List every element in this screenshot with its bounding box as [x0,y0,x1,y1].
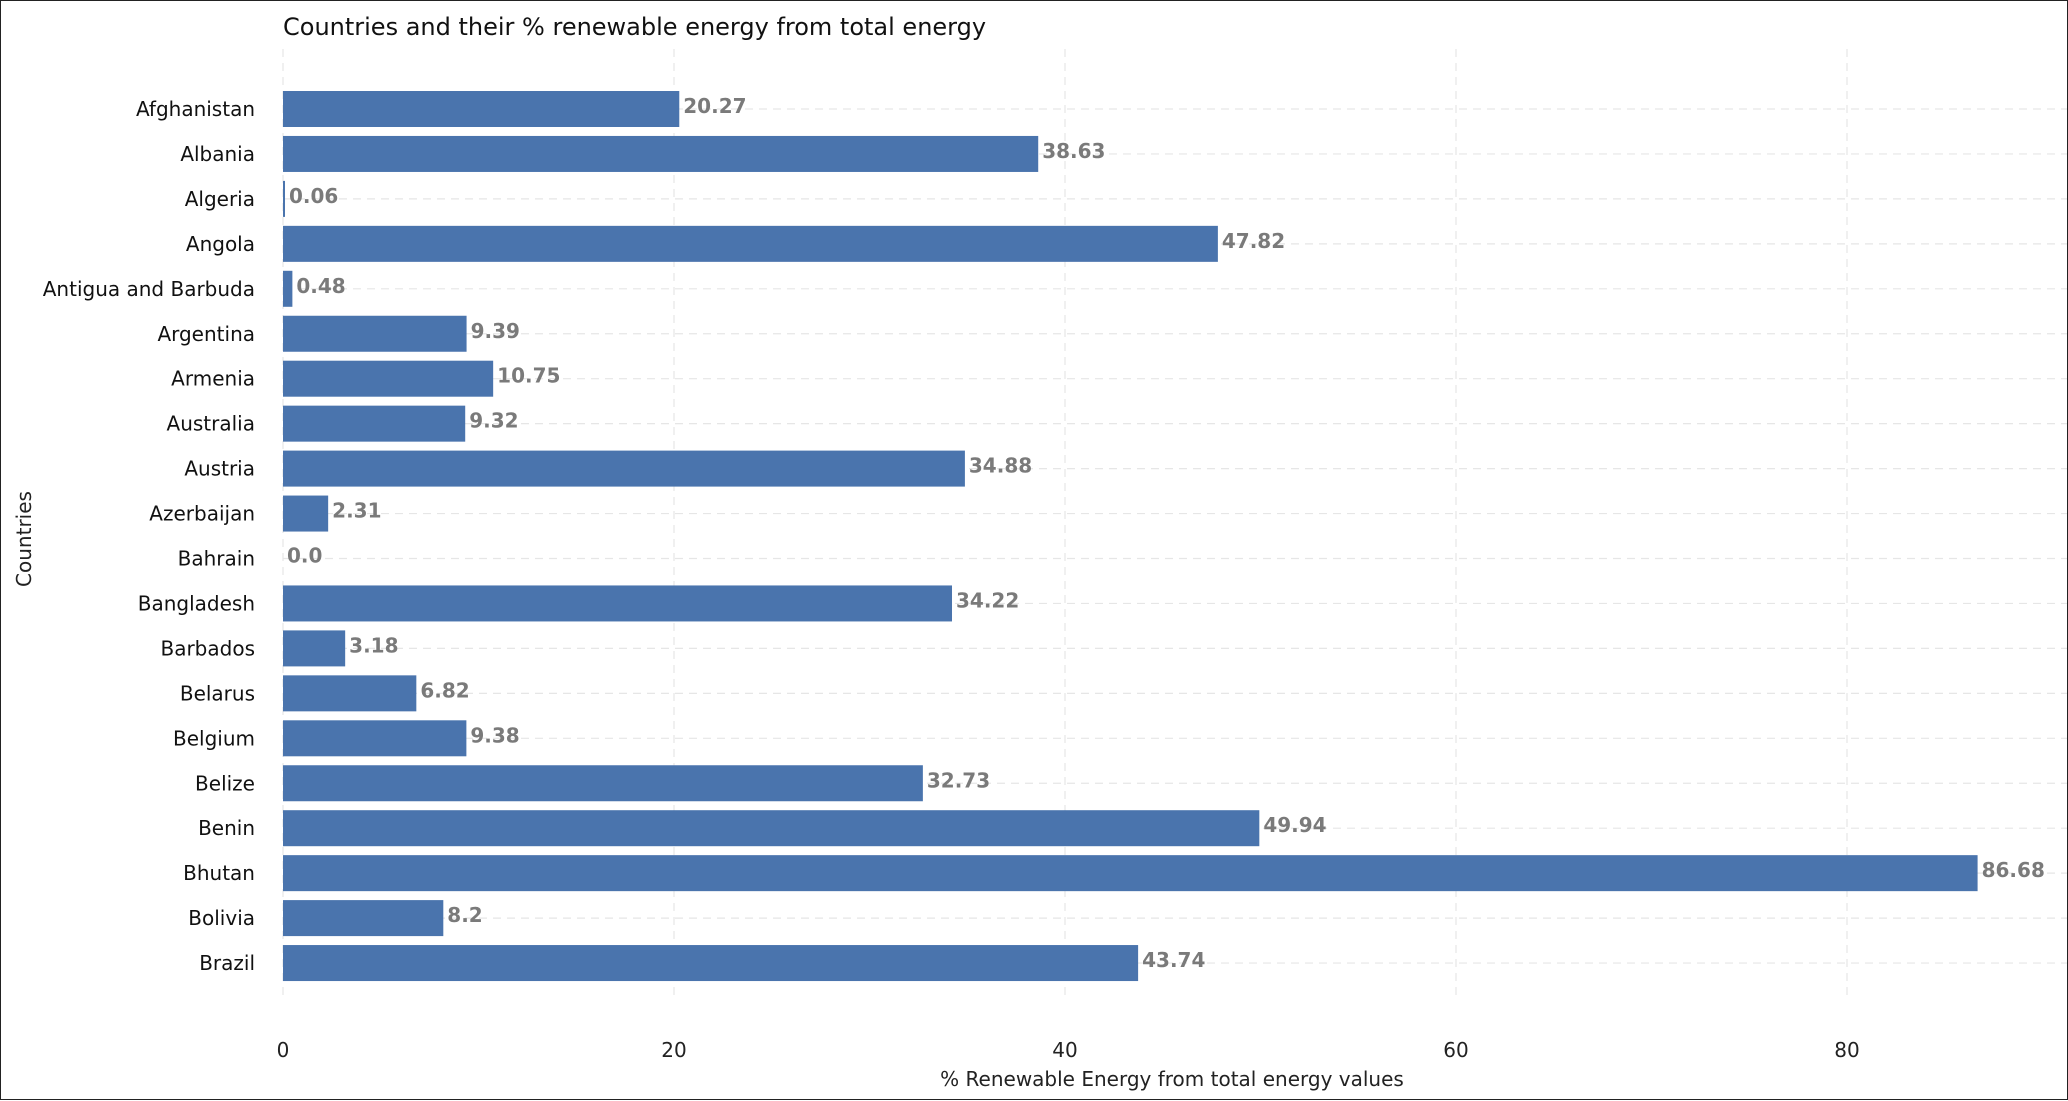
value-label: 43.74 [1142,948,1205,972]
value-labels: 20.27 38.63 0.06 47.82 0.48 9.39 10.75 9.32 34.8… [287,94,2045,972]
category-label: Benin [198,816,255,840]
bar [283,945,1139,982]
bar [283,810,1260,847]
value-label: 3.18 [349,633,398,657]
x-tick-label: 20 [661,1038,686,1062]
value-label: 2.31 [332,499,381,523]
category-label: Albania [180,142,255,166]
bar [283,315,467,352]
category-label: Australia [167,412,255,436]
bar [283,765,923,802]
category-label: Brazil [199,951,255,975]
bar [283,360,494,397]
bar [283,270,293,307]
category-label: Bangladesh [138,591,255,615]
category-label: Argentina [157,322,255,346]
category-label: Bhutan [183,861,255,885]
bars [283,91,1978,982]
x-tick-labels: 0 20 40 60 80 [277,1038,1860,1062]
value-label: 9.39 [471,319,520,343]
x-tick-label: 80 [1834,1038,1859,1062]
value-label: 49.94 [1263,813,1326,837]
x-tick-label: 0 [277,1038,290,1062]
category-label: Belarus [180,681,255,705]
category-label: Armenia [171,367,255,391]
value-label: 32.73 [927,768,990,792]
category-label: Antigua and Barbuda [43,277,255,301]
value-label: 86.68 [1982,858,2045,882]
category-label: Azerbaijan [149,502,255,526]
value-label: 34.88 [969,454,1032,478]
value-label: 0.0 [287,544,322,568]
bar [283,495,329,532]
value-label: 9.38 [470,723,519,747]
category-label: Algeria [185,187,255,211]
category-label: Afghanistan [136,97,255,121]
bar [283,855,1978,892]
x-axis-label: % Renewable Energy from total energy val… [940,1067,1404,1091]
category-label: Austria [184,457,255,481]
bar [283,900,444,937]
bar [283,135,1039,172]
bar [283,450,965,487]
category-label: Belgium [173,726,255,750]
category-label: Belize [195,771,255,795]
category-label: Angola [186,232,255,256]
bar [283,405,466,442]
bar [283,180,285,217]
bar [283,630,346,667]
value-label: 0.48 [296,274,345,298]
value-label: 8.2 [447,903,482,927]
value-label: 0.06 [289,184,338,208]
x-tick-label: 40 [1052,1038,1077,1062]
bar [283,585,953,622]
value-label: 10.75 [497,364,560,388]
category-label: Barbados [160,636,255,660]
bar [283,675,417,712]
category-label: Bahrain [178,547,255,571]
bar [283,91,680,127]
y-axis-label: Countries [12,491,36,587]
bar [283,225,1218,262]
x-tick-label: 60 [1443,1038,1468,1062]
chart-title: Countries and their % renewable energy f… [283,13,986,41]
value-label: 20.27 [683,94,746,118]
value-label: 47.82 [1222,229,1285,253]
value-label: 38.63 [1042,139,1105,163]
category-label: Bolivia [188,906,255,930]
value-label: 6.82 [420,678,469,702]
category-labels: Afghanistan Albania Algeria Angola Antigua a… [43,97,255,975]
value-label: 34.22 [956,588,1019,612]
value-label: 9.32 [469,409,518,433]
bar [283,720,467,757]
